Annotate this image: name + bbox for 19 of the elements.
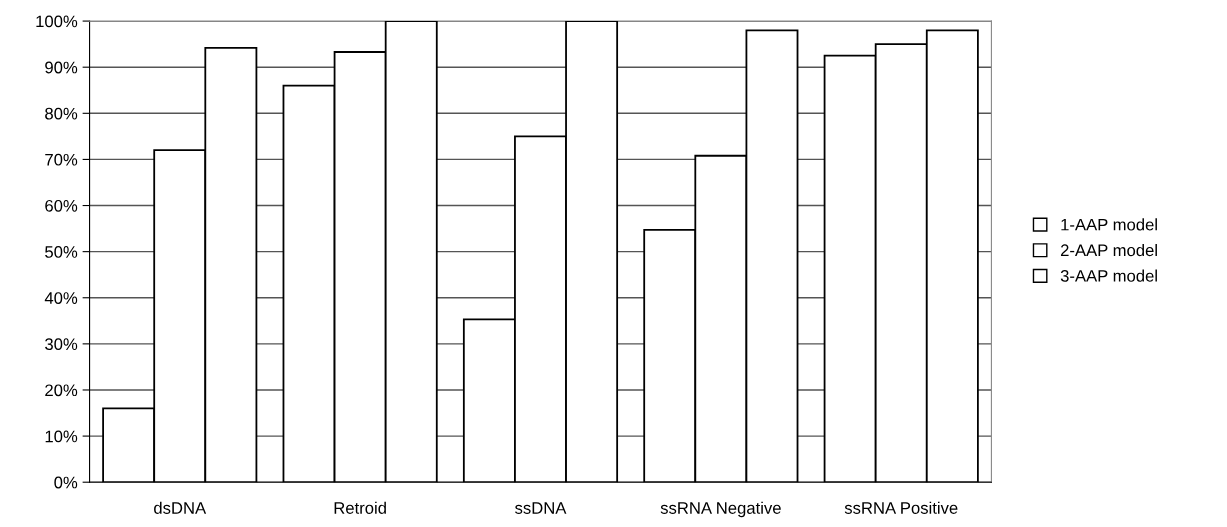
legend-label: 1-AAP model bbox=[1061, 218, 1157, 231]
x-tick-label: ssRNA Negative bbox=[660, 501, 781, 518]
y-tick-label: 80% bbox=[45, 107, 78, 120]
x-tick-label: ssDNA bbox=[515, 502, 567, 514]
y-tick-label: 30% bbox=[45, 338, 78, 351]
y-tick-label: 0% bbox=[54, 476, 78, 489]
y-tick-label: 70% bbox=[45, 153, 78, 166]
y-tick-label: 40% bbox=[44, 292, 78, 304]
y-tick-label: 10% bbox=[45, 430, 78, 443]
y-tick-label: 60% bbox=[45, 199, 78, 212]
x-tick-label: ssRNA Positive bbox=[844, 501, 958, 514]
legend-label: 3-AAP model bbox=[1060, 269, 1157, 282]
y-tick-label: 50% bbox=[45, 246, 78, 258]
y-tick-label: 90% bbox=[45, 61, 78, 74]
y-tick-label: 100% bbox=[36, 15, 78, 28]
x-tick-label: Retroid bbox=[334, 501, 386, 514]
x-tick-label: dsDNA bbox=[154, 501, 207, 514]
legend-label: 2-AAP model bbox=[1060, 243, 1157, 257]
y-tick-label: 20% bbox=[45, 384, 78, 397]
